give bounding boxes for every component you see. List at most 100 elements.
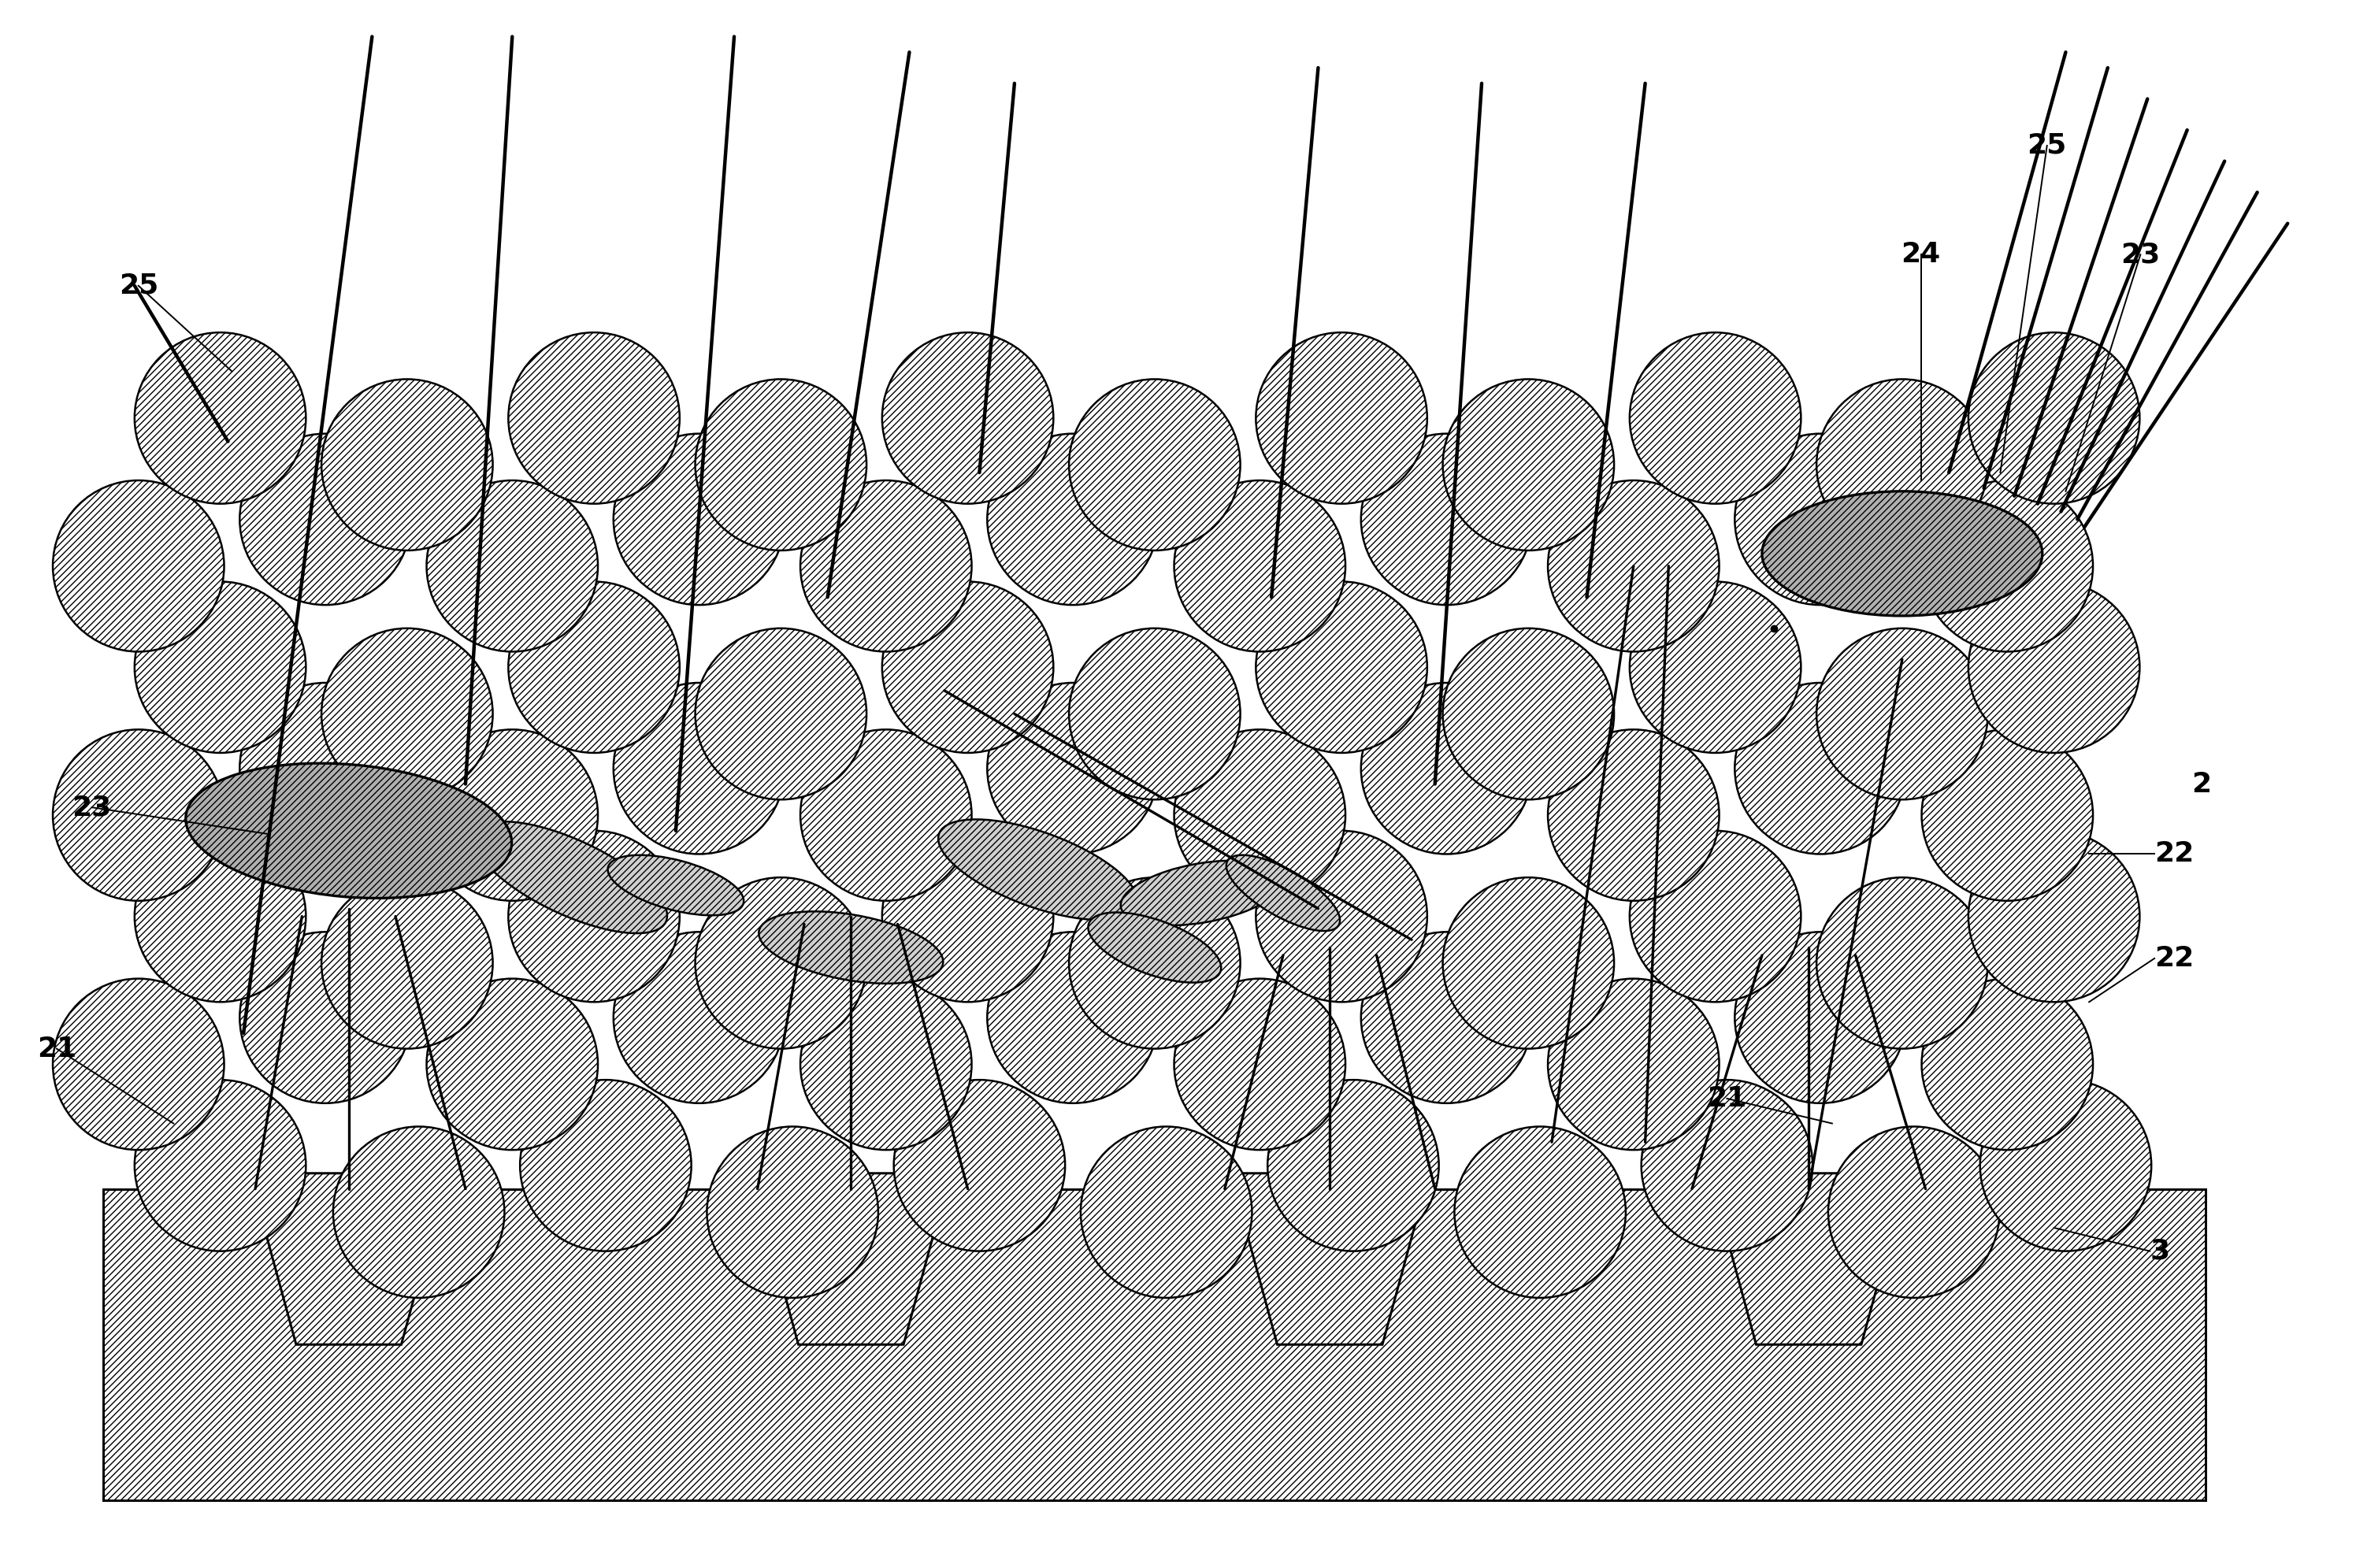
Ellipse shape <box>1225 855 1341 931</box>
Circle shape <box>1922 480 2092 652</box>
Circle shape <box>801 978 971 1149</box>
Circle shape <box>1070 878 1239 1049</box>
Circle shape <box>1454 1126 1626 1298</box>
Circle shape <box>695 629 867 800</box>
Text: 23: 23 <box>73 793 111 820</box>
Circle shape <box>1362 434 1531 605</box>
Circle shape <box>1967 332 2139 503</box>
Circle shape <box>801 480 971 652</box>
Circle shape <box>1173 978 1345 1149</box>
Ellipse shape <box>608 855 744 916</box>
Circle shape <box>1630 831 1800 1002</box>
Circle shape <box>52 729 224 900</box>
Circle shape <box>1630 332 1800 503</box>
Circle shape <box>987 931 1159 1104</box>
Circle shape <box>134 582 306 753</box>
Circle shape <box>1734 682 1906 855</box>
Circle shape <box>320 379 492 550</box>
Ellipse shape <box>1088 913 1220 983</box>
Circle shape <box>240 434 410 605</box>
Text: 2: 2 <box>2191 770 2212 798</box>
Text: 3: 3 <box>2149 1237 2170 1264</box>
Text: 25: 25 <box>2026 132 2066 158</box>
Bar <box>104 1189 2205 1501</box>
Circle shape <box>1362 931 1531 1104</box>
Circle shape <box>801 729 971 900</box>
Circle shape <box>987 434 1159 605</box>
Text: 24: 24 <box>1901 241 1941 268</box>
Circle shape <box>1967 831 2139 1002</box>
Circle shape <box>134 831 306 1002</box>
Circle shape <box>320 629 492 800</box>
Circle shape <box>521 1080 690 1251</box>
Circle shape <box>240 931 410 1104</box>
Circle shape <box>1268 1080 1440 1251</box>
Circle shape <box>332 1126 504 1298</box>
Text: 22: 22 <box>2153 946 2193 972</box>
Circle shape <box>893 1080 1065 1251</box>
Polygon shape <box>1230 1173 1430 1344</box>
Polygon shape <box>250 1173 448 1344</box>
Circle shape <box>613 682 785 855</box>
Circle shape <box>1922 729 2092 900</box>
Circle shape <box>1967 582 2139 753</box>
Text: 25: 25 <box>118 273 158 299</box>
Circle shape <box>613 931 785 1104</box>
Text: 23: 23 <box>2120 241 2160 268</box>
Circle shape <box>426 978 598 1149</box>
Text: 21: 21 <box>1708 1085 1746 1112</box>
Circle shape <box>52 480 224 652</box>
Circle shape <box>1442 379 1614 550</box>
Circle shape <box>1442 629 1614 800</box>
Circle shape <box>1922 978 2092 1149</box>
Circle shape <box>1173 480 1345 652</box>
Circle shape <box>695 878 867 1049</box>
Circle shape <box>1734 931 1906 1104</box>
Ellipse shape <box>1121 861 1282 925</box>
Text: 21: 21 <box>38 1035 75 1062</box>
Circle shape <box>1816 878 1988 1049</box>
Circle shape <box>1256 332 1428 503</box>
Circle shape <box>52 978 224 1149</box>
Circle shape <box>1642 1080 1812 1251</box>
Circle shape <box>1081 1126 1251 1298</box>
Circle shape <box>881 831 1053 1002</box>
Circle shape <box>1816 629 1988 800</box>
Circle shape <box>1548 978 1720 1149</box>
Circle shape <box>1362 682 1531 855</box>
Circle shape <box>509 332 679 503</box>
Polygon shape <box>752 1173 949 1344</box>
Circle shape <box>613 434 785 605</box>
Circle shape <box>1442 878 1614 1049</box>
Circle shape <box>509 582 679 753</box>
Circle shape <box>707 1126 879 1298</box>
Ellipse shape <box>1762 491 2043 616</box>
Ellipse shape <box>474 822 667 933</box>
Circle shape <box>426 729 598 900</box>
Circle shape <box>1979 1080 2151 1251</box>
Circle shape <box>1816 379 1988 550</box>
Text: 22: 22 <box>2153 840 2193 867</box>
Circle shape <box>134 332 306 503</box>
Circle shape <box>1173 729 1345 900</box>
Polygon shape <box>1710 1173 1908 1344</box>
Circle shape <box>509 831 679 1002</box>
Circle shape <box>240 682 410 855</box>
Circle shape <box>1070 379 1239 550</box>
Circle shape <box>695 379 867 550</box>
Circle shape <box>1548 729 1720 900</box>
Circle shape <box>1256 831 1428 1002</box>
Circle shape <box>426 480 598 652</box>
Circle shape <box>1828 1126 2000 1298</box>
Circle shape <box>1734 434 1906 605</box>
Ellipse shape <box>759 911 942 983</box>
Circle shape <box>1630 582 1800 753</box>
Circle shape <box>320 878 492 1049</box>
Circle shape <box>987 682 1159 855</box>
Circle shape <box>1548 480 1720 652</box>
Circle shape <box>1070 629 1239 800</box>
Circle shape <box>1256 582 1428 753</box>
Circle shape <box>134 1080 306 1251</box>
Ellipse shape <box>186 764 511 898</box>
Circle shape <box>881 582 1053 753</box>
